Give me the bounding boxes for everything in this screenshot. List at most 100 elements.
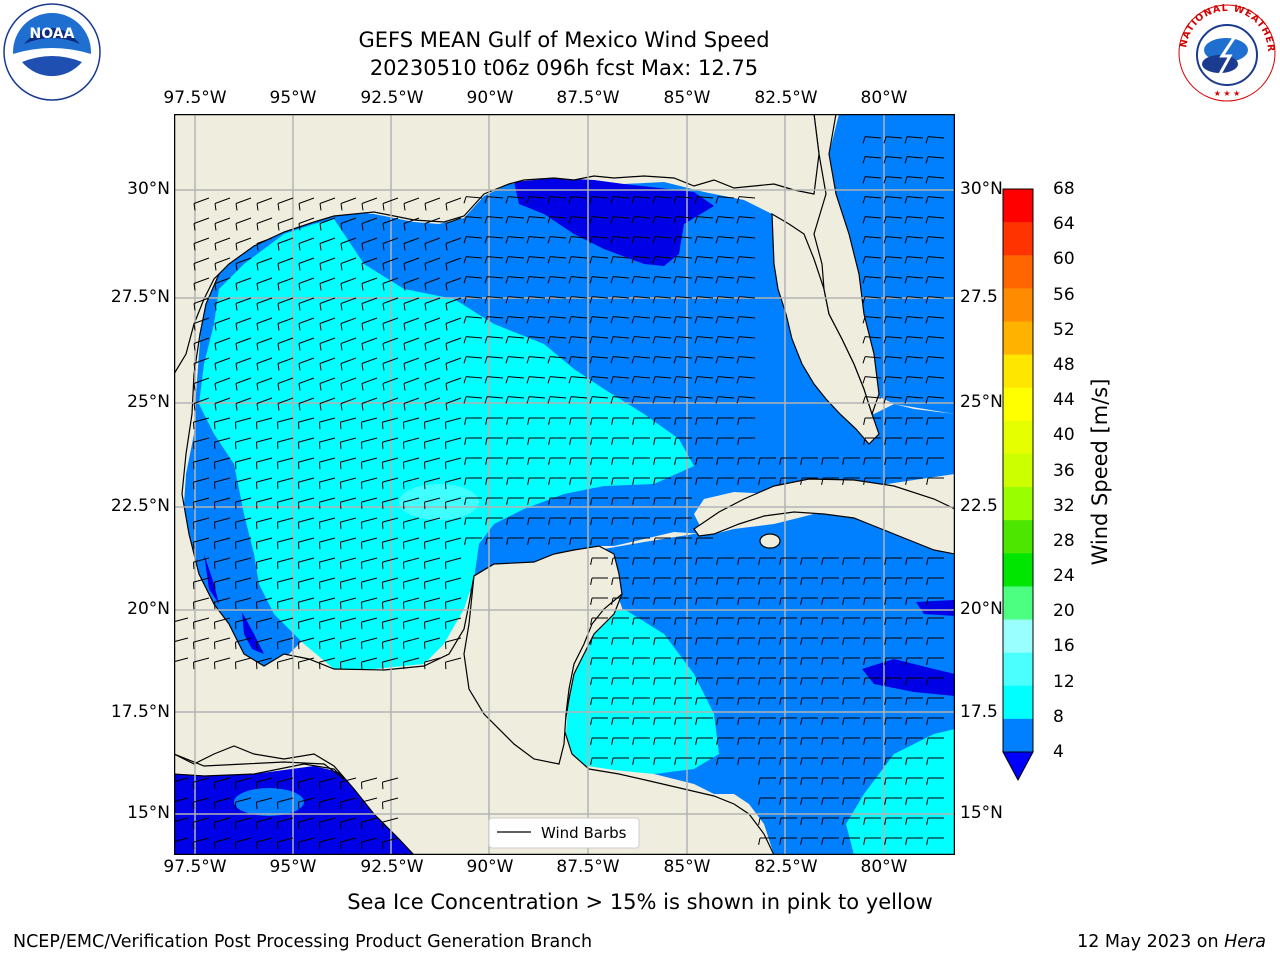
- wind-barb-flag: [193, 203, 196, 211]
- wind-barb-flag: [674, 497, 677, 505]
- wind-barb-flag: [737, 597, 740, 605]
- wind-barb-flag: [863, 737, 866, 745]
- wind-barb: [361, 297, 378, 304]
- wind-barb-flag: [674, 697, 677, 705]
- wind-barb: [424, 577, 441, 583]
- wind-barb-flag: [926, 717, 929, 725]
- wind-barb-flag: [736, 336, 740, 344]
- wind-barb: [676, 376, 693, 379]
- wind-barb: [865, 176, 882, 179]
- wind-barb-flag: [569, 437, 572, 445]
- wind-barb: [361, 457, 378, 463]
- wind-barb: [361, 617, 378, 623]
- lon-label: 85°W: [663, 88, 711, 108]
- wind-barb: [256, 477, 273, 483]
- wind-barb: [319, 197, 336, 204]
- wind-barb-flag: [694, 296, 698, 304]
- wind-barb-flag: [863, 577, 866, 585]
- wind-barb: [403, 357, 420, 364]
- wind-barb-flag: [653, 717, 656, 725]
- wind-barb-flag: [445, 263, 448, 271]
- wind-barb: [382, 357, 399, 364]
- wind-barb: [319, 257, 336, 264]
- wind-barb: [907, 316, 924, 319]
- wind-barb-flag: [382, 223, 385, 231]
- wind-barb: [445, 377, 462, 384]
- wind-barb-flag: [905, 737, 908, 745]
- wind-barb: [340, 317, 357, 324]
- wind-barb-flag: [905, 657, 908, 665]
- wind-barb-flag: [277, 203, 280, 211]
- wind-barb: [865, 376, 882, 379]
- wind-barb: [235, 457, 252, 463]
- wind-barb: [529, 196, 546, 199]
- wind-barb-flag: [716, 757, 719, 765]
- wind-barb: [193, 197, 210, 204]
- wind-barb: [907, 136, 924, 139]
- wind-barb-flag: [568, 376, 572, 384]
- wind-barb: [193, 617, 210, 623]
- lon-label: 85°W: [663, 857, 711, 877]
- wind-barb-flag: [653, 557, 656, 565]
- wind-barb: [697, 196, 714, 199]
- wind-barb: [256, 337, 273, 344]
- wind-barb: [466, 216, 483, 219]
- wind-barb: [298, 377, 315, 384]
- wind-barb-flag: [653, 497, 656, 505]
- wind-barb: [256, 317, 273, 324]
- wind-barb: [340, 817, 357, 823]
- wind-barb: [382, 477, 399, 483]
- wind-barb-flag: [505, 336, 509, 344]
- wind-barb-flag: [484, 376, 488, 384]
- wind-barb: [865, 196, 882, 199]
- wind-barb: [361, 657, 378, 663]
- colorbar-swatch: [1003, 255, 1033, 289]
- wind-barb-flag: [319, 223, 322, 231]
- map-panel: Wind Barbs: [173, 113, 956, 856]
- wind-barb: [550, 316, 567, 319]
- wind-barb-flag: [214, 263, 217, 271]
- wind-barb: [340, 237, 357, 244]
- lat-label: 22.5°N: [110, 496, 170, 516]
- wind-barb: [382, 537, 399, 543]
- wind-barb-flag: [758, 657, 761, 665]
- wind-barb-flag: [361, 343, 364, 351]
- ocean-8-12-region-yucatan: [566, 609, 719, 774]
- wind-barb-flag: [862, 236, 866, 244]
- wind-barb: [214, 617, 231, 623]
- lon-label: 87.5°W: [556, 88, 620, 108]
- wind-barb: [676, 356, 693, 359]
- wind-barb-flag: [653, 737, 656, 745]
- wind-barb-flag: [590, 757, 593, 765]
- wind-barb: [550, 336, 567, 339]
- wind-barb: [886, 256, 903, 259]
- wind-barbs: [175, 136, 945, 850]
- wind-barb-flag: [589, 376, 593, 384]
- wind-barb-flag: [925, 156, 929, 164]
- wind-barb: [676, 236, 693, 239]
- wind-barb: [382, 437, 399, 443]
- wind-barb-flag: [715, 196, 719, 204]
- wind-barb-flag: [925, 316, 929, 324]
- wind-barb: [550, 216, 567, 219]
- wind-barb: [214, 637, 231, 643]
- wind-barb-flag: [256, 403, 259, 411]
- wind-barb: [634, 256, 651, 259]
- colorbar-swatch: [1003, 586, 1033, 621]
- wind-barb-flag: [905, 797, 908, 805]
- wind-barb: [466, 336, 483, 339]
- wind-barb-flag: [883, 376, 887, 384]
- wind-barb-flag: [821, 677, 824, 685]
- wind-barb: [277, 537, 294, 543]
- wind-barb: [256, 397, 273, 404]
- wind-barb-flag: [674, 677, 677, 685]
- wind-barb-flag: [883, 396, 887, 404]
- wind-barb-flag: [590, 617, 593, 625]
- wind-barb-flag: [673, 316, 677, 324]
- wind-barb: [571, 336, 588, 339]
- wind-barb-flag: [463, 336, 467, 344]
- wind-barb-flag: [695, 757, 698, 765]
- wind-barb-flag: [652, 236, 656, 244]
- wind-barb-flag: [758, 617, 761, 625]
- wind-barb: [928, 176, 945, 179]
